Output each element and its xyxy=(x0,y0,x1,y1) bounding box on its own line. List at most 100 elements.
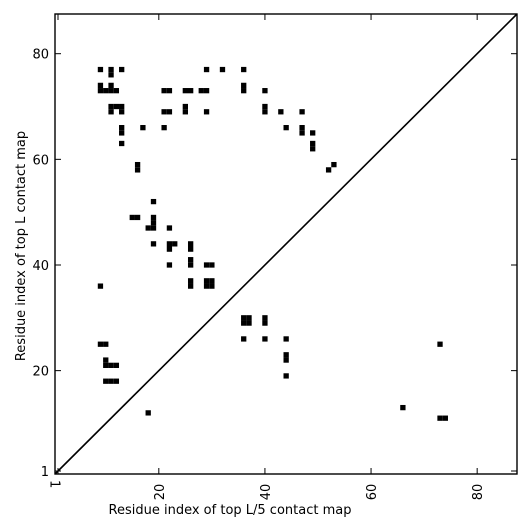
contact-cell xyxy=(97,88,104,94)
x-tick-label: 1 xyxy=(47,480,62,488)
y-tick-label: 1 xyxy=(41,465,49,480)
x-tick-label: 80 xyxy=(471,484,486,501)
contact-cell xyxy=(108,88,114,94)
contact-cell xyxy=(166,246,173,252)
contact-cell xyxy=(150,198,157,205)
contact-cell xyxy=(241,88,247,94)
plot-frame xyxy=(54,13,518,475)
contact-cell xyxy=(119,140,125,147)
contact-cell xyxy=(203,88,210,94)
contact-cell xyxy=(241,66,247,73)
contact-cell xyxy=(119,109,125,115)
contact-cell xyxy=(310,146,316,152)
contact-cell xyxy=(203,66,210,73)
contact-cell xyxy=(241,320,247,326)
contact-cell xyxy=(310,140,316,147)
contact-cell xyxy=(182,109,188,115)
contact-cell xyxy=(172,241,178,247)
contact-cell xyxy=(150,220,157,226)
contact-cell xyxy=(283,373,289,379)
contact-cell xyxy=(145,410,151,416)
contact-cell xyxy=(209,283,215,289)
contact-cell xyxy=(103,378,109,384)
contact-cell xyxy=(108,109,114,115)
contact-cell xyxy=(241,336,247,342)
contact-cell xyxy=(187,262,194,268)
contact-cell xyxy=(262,315,268,321)
contact-cell xyxy=(187,246,194,252)
contact-cell xyxy=(108,362,114,368)
contact-cell xyxy=(113,103,120,110)
contact-cell xyxy=(129,214,135,221)
contact-cell xyxy=(400,404,406,411)
diagonal-line xyxy=(54,13,518,475)
contact-cell xyxy=(103,357,109,363)
contact-cell xyxy=(262,109,268,115)
contact-cell xyxy=(262,336,268,342)
contact-cell xyxy=(331,161,337,168)
contact-cell xyxy=(187,257,194,263)
contact-cell xyxy=(103,88,109,94)
contact-cell xyxy=(262,103,268,110)
contact-cell xyxy=(134,161,141,168)
contact-cell xyxy=(241,315,247,321)
x-tick-label: 20 xyxy=(153,484,168,501)
contact-cell xyxy=(161,109,167,115)
contact-cell xyxy=(299,130,305,136)
contact-cell xyxy=(150,241,157,247)
contact-cell xyxy=(246,315,252,321)
contact-cell xyxy=(119,103,125,110)
contact-cell xyxy=(140,125,146,131)
x-axis-title: Residue index of top L/5 contact map xyxy=(109,503,352,518)
contact-cell xyxy=(108,66,114,73)
contact-cell xyxy=(166,262,173,268)
x-tick-label: 40 xyxy=(259,484,274,501)
contact-cell xyxy=(97,82,104,89)
contact-cell xyxy=(97,66,104,73)
contact-cell xyxy=(134,167,141,173)
contact-cell xyxy=(283,352,289,358)
contact-cell xyxy=(203,278,210,284)
contact-cell xyxy=(182,103,188,110)
contact-cell xyxy=(246,320,252,326)
contact-cell xyxy=(103,362,109,368)
contact-cell xyxy=(187,283,194,289)
contact-cell xyxy=(262,88,268,94)
y-tick-label: 80 xyxy=(32,48,49,63)
contact-cell xyxy=(209,278,215,284)
contact-cell xyxy=(283,125,289,131)
contact-cell xyxy=(113,362,120,368)
contact-cell xyxy=(150,225,157,231)
contact-cell xyxy=(97,283,104,289)
contact-cell xyxy=(283,357,289,363)
contact-cell xyxy=(166,88,173,94)
contact-cell xyxy=(119,130,125,136)
contact-cell xyxy=(119,66,125,73)
contact-cell xyxy=(108,72,114,78)
contact-cell xyxy=(150,214,157,221)
contact-cell xyxy=(108,82,114,89)
contact-cells xyxy=(97,66,448,421)
contact-cell xyxy=(437,341,443,347)
contact-cell xyxy=(145,225,151,231)
contact-cell xyxy=(161,88,167,94)
x-tick-label: 60 xyxy=(365,484,380,501)
contact-cell xyxy=(278,109,284,115)
contact-cell xyxy=(182,88,188,94)
contact-cell xyxy=(203,262,210,268)
contact-cell xyxy=(134,214,141,221)
y-tick-label: 40 xyxy=(32,259,49,274)
contact-cell xyxy=(283,336,289,342)
contact-cell xyxy=(203,109,210,115)
contact-cell xyxy=(241,82,247,89)
contact-cell xyxy=(209,262,215,268)
contact-cell xyxy=(310,130,316,136)
contact-cell xyxy=(161,125,167,131)
y-axis-title: Residue index of top L contact map xyxy=(14,131,29,361)
contact-cell xyxy=(187,88,194,94)
contact-cell xyxy=(166,241,173,247)
axis-ticks: 1 20 40 60 80 1 20 40 60 80 xyxy=(32,14,517,500)
contact-cell xyxy=(187,278,194,284)
contact-cell xyxy=(166,109,173,115)
